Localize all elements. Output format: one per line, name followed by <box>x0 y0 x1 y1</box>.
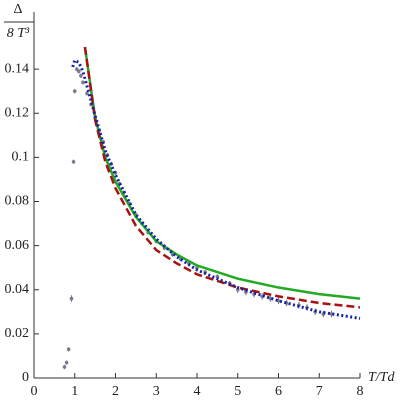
x-tick-label: 3 <box>153 384 160 399</box>
x-tick-label: 5 <box>234 384 241 399</box>
point <box>72 89 77 93</box>
x-tick-label: 8 <box>357 384 364 399</box>
point <box>71 159 76 164</box>
curve <box>83 46 361 300</box>
x-tick-label: 7 <box>316 384 323 399</box>
point <box>85 91 89 96</box>
x-tick-label: 2 <box>112 384 119 399</box>
point <box>79 73 83 78</box>
point <box>69 296 74 301</box>
y-tick-label: 0.12 <box>5 105 30 120</box>
curve <box>83 46 361 309</box>
y-tick-label: 0.1 <box>12 150 30 165</box>
y-tick-label: 0.02 <box>5 326 30 341</box>
y-tick-label: 0.14 <box>5 61 30 76</box>
y-tick-label: 0.08 <box>5 194 30 209</box>
point <box>215 274 220 279</box>
curve <box>71 58 361 320</box>
point <box>64 360 69 365</box>
x-tick-label: 6 <box>275 384 282 399</box>
point <box>66 347 71 352</box>
y-tick-label: 0.06 <box>5 238 30 253</box>
y-tick-label: 0 <box>22 370 29 385</box>
point <box>77 69 81 74</box>
point <box>81 80 85 85</box>
y-label-denominator: 8 T³ <box>7 26 30 41</box>
x-tick-label: 4 <box>194 384 201 399</box>
x-tick-label: 0 <box>31 384 38 399</box>
x-tick-label: 1 <box>71 384 78 399</box>
point <box>62 365 67 369</box>
x-label: T/Td <box>368 370 395 385</box>
y-tick-label: 0.04 <box>5 282 30 297</box>
y-label-numerator: Δ <box>13 2 22 17</box>
